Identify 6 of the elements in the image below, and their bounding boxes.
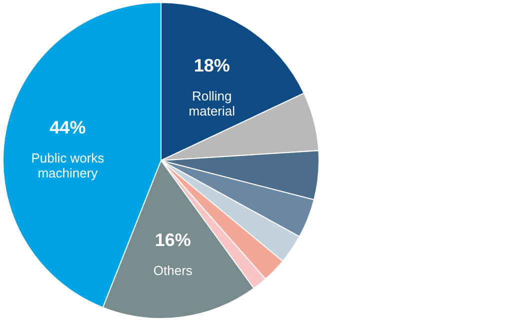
data-label: 44% <box>50 118 86 138</box>
slice-label: Others <box>153 262 193 278</box>
data-label: 18% <box>194 55 230 76</box>
slice-label: Public works machinery <box>31 150 105 181</box>
data-label: 16% <box>154 230 191 250</box>
slice-label: Rolling material <box>188 88 236 118</box>
